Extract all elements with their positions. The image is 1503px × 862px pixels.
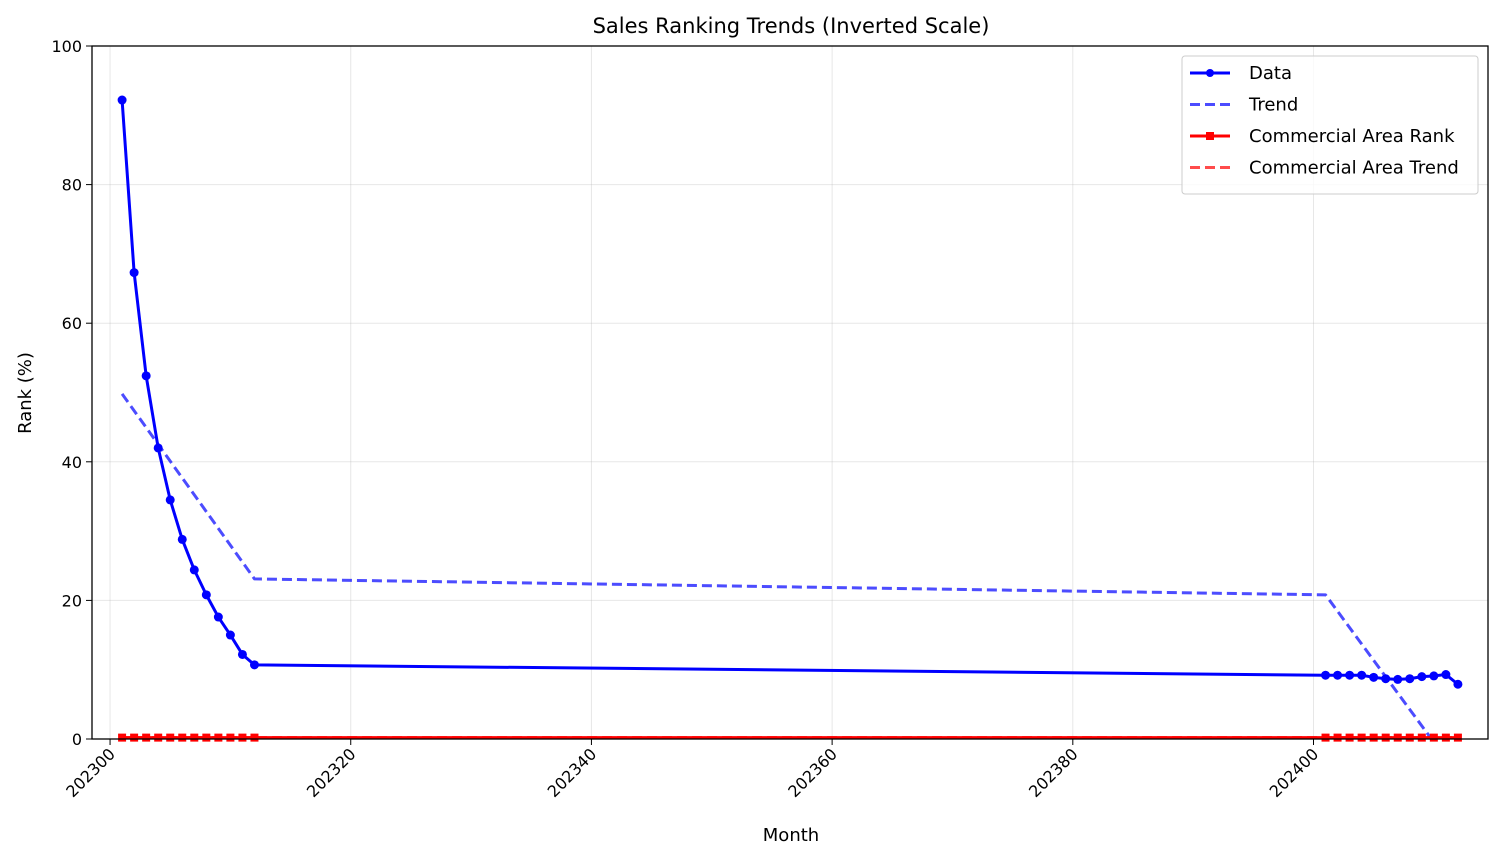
x-tick-label: 202400: [1266, 744, 1323, 801]
series-line-1: [120, 393, 1433, 740]
x-axis-label: Month: [763, 825, 819, 846]
x-tick-label: 202300: [62, 744, 119, 801]
legend: Data Trend Commercial Area Rank Commercial …: [1181, 55, 1479, 195]
commercial-point: [1345, 733, 1354, 742]
data-point: [1453, 679, 1463, 689]
data-point: [1441, 670, 1451, 680]
data-point: [225, 630, 235, 640]
x-tick-label: 202360: [784, 744, 841, 801]
axes-frame: [91, 45, 1489, 740]
data-point: [1429, 671, 1439, 681]
y-axis-label: Rank (%): [15, 352, 36, 434]
y-tick-label: 100: [51, 37, 82, 56]
legend-label: Trend: [1248, 95, 1298, 116]
chart-title: Sales Ranking Trends (Inverted Scale): [593, 14, 990, 38]
data-point: [249, 660, 259, 670]
commercial-point: [1453, 733, 1462, 742]
legend-label: Commercial Area Trend: [1249, 158, 1459, 179]
data-point: [1357, 670, 1367, 680]
data-point: [129, 268, 139, 278]
data-point: [1345, 670, 1355, 680]
y-tick-label: 60: [62, 314, 82, 333]
data-point: [213, 612, 223, 622]
data-point: [117, 95, 127, 105]
commercial-point: [190, 733, 199, 742]
commercial-point: [118, 733, 127, 742]
data-point: [237, 649, 247, 659]
y-tick-label: 0: [72, 730, 82, 749]
x-tick-label: 202340: [544, 744, 601, 801]
data-point: [1369, 672, 1379, 682]
y-tick-label: 80: [62, 176, 82, 195]
data-point: [189, 565, 199, 575]
commercial-point: [130, 733, 139, 742]
x-tick-label: 202320: [303, 744, 360, 801]
data-point: [141, 371, 151, 381]
data-point: [177, 534, 187, 544]
commercial-point: [250, 733, 259, 742]
y-tick-label: 40: [62, 453, 82, 472]
data-point: [1333, 670, 1343, 680]
data-point: [201, 590, 211, 600]
legend-marker: [1206, 69, 1214, 77]
commercial-point: [1405, 733, 1414, 742]
y-tick-label: 20: [62, 591, 82, 610]
data-point: [165, 495, 175, 505]
legend-box: [1181, 55, 1479, 195]
data-point: [1417, 672, 1427, 682]
x-tick-label: 202380: [1025, 744, 1082, 801]
data-point: [1321, 670, 1331, 680]
data-point: [1405, 674, 1415, 684]
legend-label: Commercial Area Rank: [1249, 126, 1455, 147]
legend-marker: [1206, 132, 1214, 140]
axis-ticks: 202300 202320 202340 202360 202380 202400 0 20 4…: [51, 37, 1322, 801]
plot-area: [117, 95, 1463, 742]
legend-label: Data: [1249, 63, 1292, 84]
data-point: [1393, 674, 1403, 684]
